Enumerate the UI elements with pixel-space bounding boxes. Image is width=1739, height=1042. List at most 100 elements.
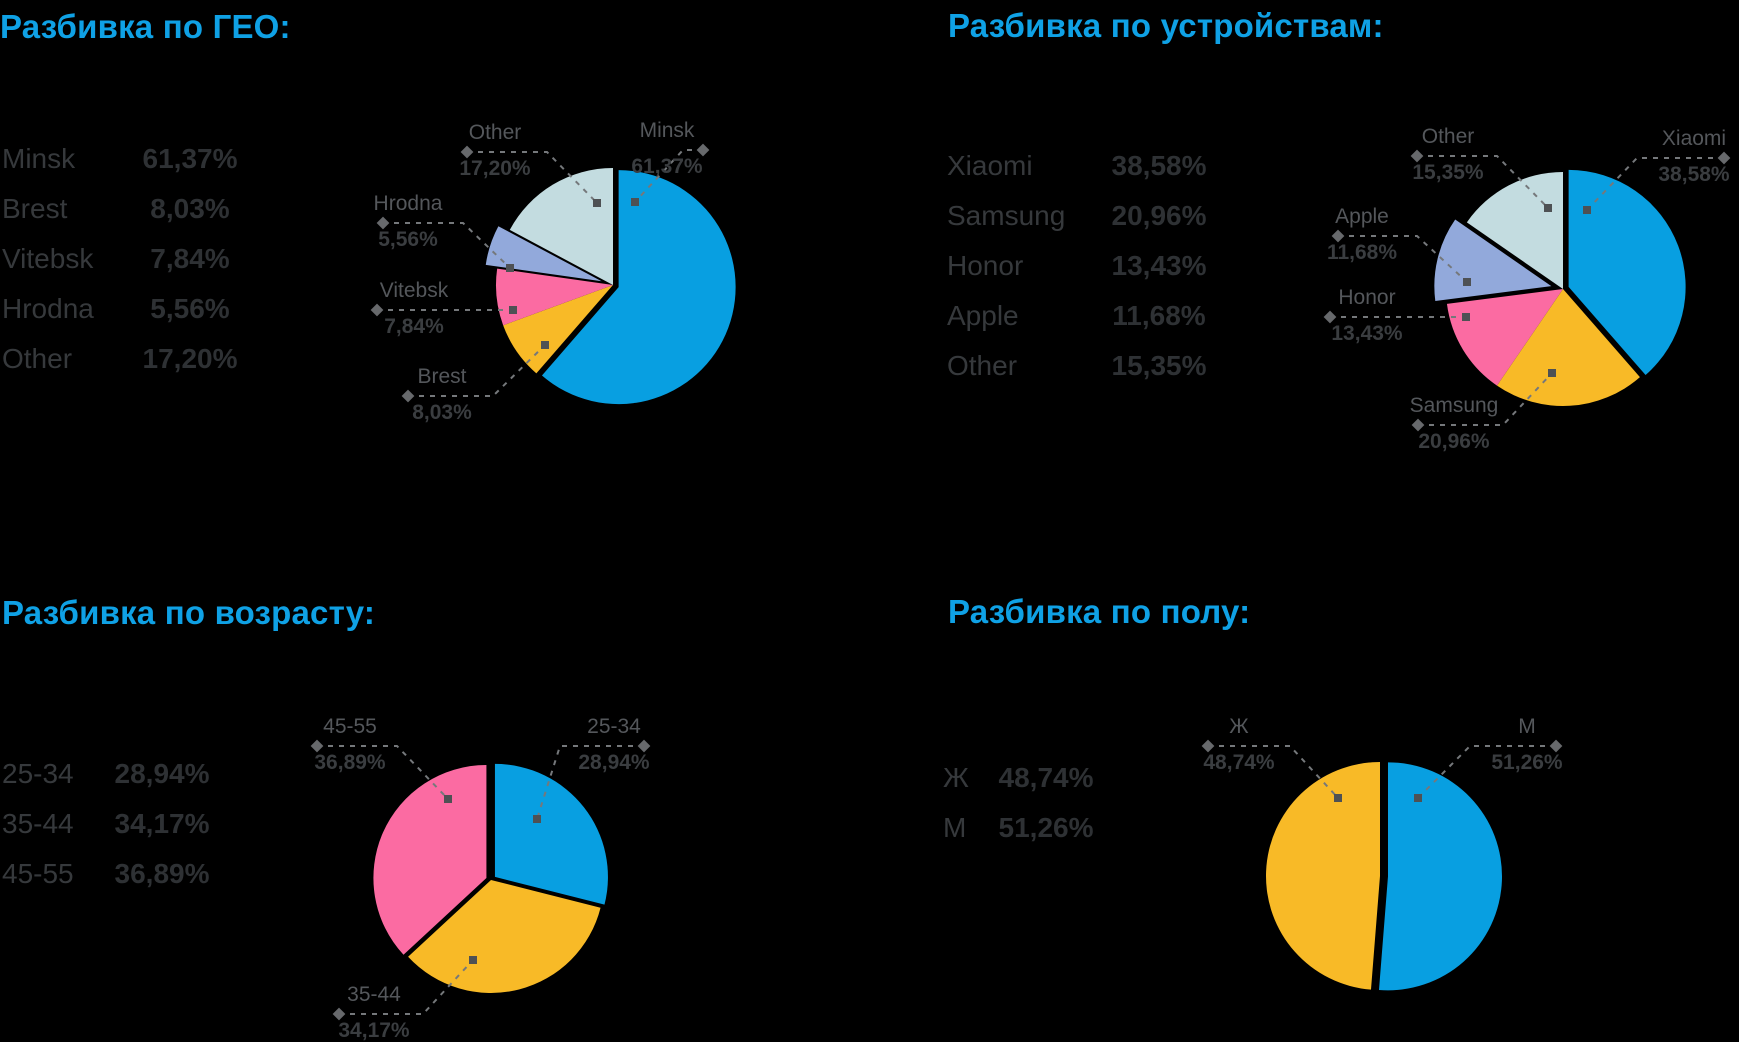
callout-square-marker bbox=[1462, 313, 1470, 321]
callout-geo-minsk: Minsk 61,37% bbox=[607, 120, 727, 178]
legend-row-vitebsk: Vitebsk 7,84% bbox=[2, 243, 230, 275]
pie-slice-devices-Samsung bbox=[1496, 289, 1640, 406]
chart-age-title: Разбивка по возрасту: bbox=[2, 594, 376, 631]
callout-label: Xiaomi bbox=[1661, 127, 1727, 150]
callout-label: 45-55 bbox=[323, 715, 377, 738]
legend-label: Other bbox=[947, 350, 1018, 381]
callout-label: Apple bbox=[1335, 205, 1389, 228]
legend-label: М bbox=[943, 812, 967, 843]
callout-dev-honor: Honor 13,43% bbox=[1307, 287, 1427, 345]
callout-gender-male: М 51,26% bbox=[1467, 716, 1587, 774]
callout-value: 48,74% bbox=[1203, 751, 1275, 774]
pie-age bbox=[310, 739, 651, 1021]
legend-value: 8,03% bbox=[150, 193, 230, 224]
callout-label: Other bbox=[1421, 125, 1475, 148]
callout-square-marker bbox=[1334, 794, 1342, 802]
callout-value: 11,68% bbox=[1326, 241, 1398, 264]
callout-square-marker bbox=[593, 199, 601, 207]
legend-label: Brest bbox=[2, 193, 68, 224]
callout-label: 25-34 bbox=[587, 715, 641, 738]
legend-row-female: Ж 48,74% bbox=[943, 762, 1093, 794]
callout-line-devices-Samsung bbox=[1418, 372, 1553, 426]
callout-age-45-55: 45-55 36,89% bbox=[290, 716, 410, 774]
legend-value: 15,35% bbox=[1111, 350, 1207, 381]
pie-slice-geo-Minsk bbox=[541, 170, 736, 405]
callout-line-geo-Other bbox=[467, 151, 598, 204]
callout-dev-samsung: Samsung 20,96% bbox=[1394, 395, 1514, 453]
callout-dev-apple: Apple 11,68% bbox=[1302, 206, 1422, 264]
callout-square-marker bbox=[533, 815, 541, 823]
legend-value: 17,20% bbox=[142, 343, 238, 374]
callout-geo-vitebsk: Vitebsk 7,84% bbox=[354, 280, 474, 338]
callout-square-marker bbox=[541, 341, 549, 349]
callout-label: Minsk bbox=[639, 119, 695, 142]
pie-slice-gender-М bbox=[1378, 762, 1502, 991]
pie-slice-devices-Xiaomi bbox=[1568, 169, 1686, 376]
pie-devices bbox=[1323, 149, 1731, 432]
callout-label: Other bbox=[468, 121, 522, 144]
callout-value: 7,84% bbox=[384, 315, 444, 338]
callout-square-marker bbox=[1548, 369, 1556, 377]
legend-row-samsung: Samsung 20,96% bbox=[947, 200, 1206, 232]
callout-label: 35-44 bbox=[347, 983, 401, 1006]
callout-line-devices-Xiaomi bbox=[1586, 157, 1724, 211]
pie-slice-geo-Vitebsk bbox=[496, 268, 613, 326]
legend-row-xiaomi: Xiaomi 38,58% bbox=[947, 150, 1206, 182]
legend-row-apple: Apple 11,68% bbox=[947, 300, 1206, 332]
callout-line-gender-Ж bbox=[1208, 745, 1339, 799]
callout-value: 38,58% bbox=[1658, 163, 1730, 186]
pie-gender bbox=[1201, 739, 1563, 991]
callout-age-35-44: 35-44 34,17% bbox=[314, 984, 434, 1042]
callout-line-devices-Other bbox=[1417, 155, 1549, 209]
callout-geo-brest: Brest 8,03% bbox=[382, 366, 502, 424]
pie-slice-devices-Other bbox=[1466, 172, 1563, 289]
pie-slice-geo-Brest bbox=[503, 285, 613, 374]
chart-gender-title: Разбивка по полу: bbox=[948, 593, 1251, 630]
legend-row-hrodna: Hrodna 5,56% bbox=[2, 293, 230, 325]
callout-label: Brest bbox=[417, 365, 467, 388]
callout-diamond-marker bbox=[460, 145, 474, 159]
legend-label: Other bbox=[2, 343, 73, 374]
legend-row-45-55: 45-55 36,89% bbox=[2, 858, 209, 890]
legend-label: Samsung bbox=[947, 200, 1066, 231]
callout-square-marker bbox=[1544, 204, 1552, 212]
callout-line-geo-Hrodna bbox=[383, 222, 511, 269]
callout-label: Hrodna bbox=[373, 192, 443, 215]
callout-square-marker bbox=[1463, 278, 1471, 286]
callout-label: Samsung bbox=[1409, 394, 1499, 417]
legend-row-25-34: 25-34 28,94% bbox=[2, 758, 209, 790]
legend-value: 38,58% bbox=[1111, 150, 1207, 181]
legend-value: 51,26% bbox=[998, 812, 1094, 843]
callout-square-marker bbox=[469, 956, 477, 964]
pie-slice-age-35-44 bbox=[408, 880, 601, 993]
callout-diamond-marker bbox=[370, 303, 384, 317]
callout-geo-other: Other 17,20% bbox=[435, 122, 555, 180]
callout-square-marker bbox=[444, 795, 452, 803]
callout-value: 5,56% bbox=[378, 228, 438, 251]
legend-label: Minsk bbox=[2, 143, 76, 174]
legend-row-honor: Honor 13,43% bbox=[947, 250, 1206, 282]
legend-value: 28,94% bbox=[114, 758, 210, 789]
legend-label: 45-55 bbox=[2, 858, 74, 889]
callout-square-marker bbox=[1583, 206, 1591, 214]
pie-slice-geo-Other bbox=[509, 168, 613, 285]
callout-diamond-marker bbox=[401, 389, 415, 403]
callout-label: Honor bbox=[1338, 286, 1396, 309]
legend-row-other-dev: Other 15,35% bbox=[947, 350, 1206, 382]
callout-line-geo-Brest bbox=[408, 344, 546, 397]
pie-slice-geo-Hrodna bbox=[485, 226, 602, 282]
pie-geo bbox=[370, 143, 736, 405]
callout-dev-other: Other 15,35% bbox=[1388, 126, 1508, 184]
legend-value: 48,74% bbox=[998, 762, 1094, 793]
legend-row-35-44: 35-44 34,17% bbox=[2, 808, 209, 840]
legend-label: Xiaomi bbox=[947, 150, 1033, 181]
callout-square-marker bbox=[1414, 794, 1422, 802]
callout-value: 8,03% bbox=[412, 401, 472, 424]
callout-line-age-35-44 bbox=[339, 959, 474, 1015]
callout-dev-xiaomi: Xiaomi 38,58% bbox=[1634, 128, 1739, 186]
callout-value: 20,96% bbox=[1418, 430, 1490, 453]
legend-value: 20,96% bbox=[1111, 200, 1207, 231]
pie-slice-devices-Honor bbox=[1446, 289, 1563, 386]
